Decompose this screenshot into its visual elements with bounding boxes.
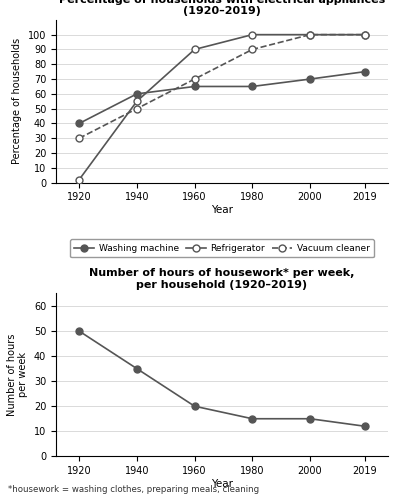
X-axis label: Year: Year [211, 479, 233, 489]
Y-axis label: Number of hours
per week: Number of hours per week [7, 334, 28, 416]
Text: *housework = washing clothes, preparing meals, cleaning: *housework = washing clothes, preparing … [8, 485, 259, 494]
X-axis label: Year: Year [211, 205, 233, 215]
Legend: Washing machine, Refrigerator, Vacuum cleaner: Washing machine, Refrigerator, Vacuum cl… [70, 240, 374, 257]
Title: Percentage of households with electrical appliances
(1920–2019): Percentage of households with electrical… [59, 0, 385, 16]
Title: Number of hours of housework* per week,
per household (1920–2019): Number of hours of housework* per week, … [89, 268, 355, 290]
Y-axis label: Percentage of households: Percentage of households [12, 38, 22, 164]
